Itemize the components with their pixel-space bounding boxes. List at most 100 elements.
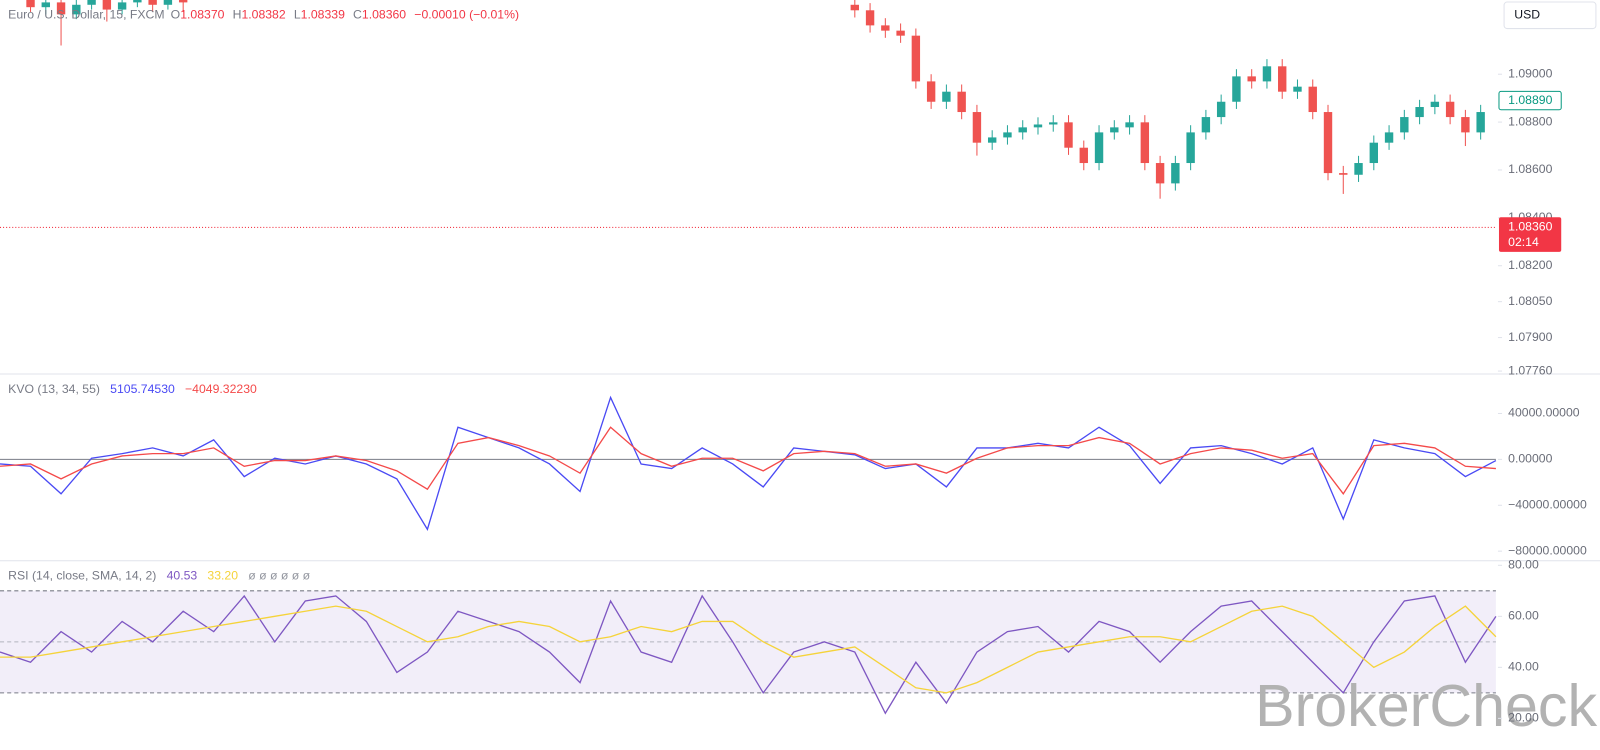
legend-title[interactable]: KVO (13, 34, 55) [8,382,100,396]
y-tick-label: 1.08600 [1508,162,1552,176]
candle-body [163,0,173,5]
pane-legend: Euro / U.S. Dollar, 15, FXCM O1.08370 H1.0… [8,8,519,22]
candle-body [1201,117,1211,133]
legend-key: L [294,8,301,22]
y-tick-label: 40000.00000 [1508,406,1580,420]
candle-body [87,0,96,5]
candle-body [178,0,188,3]
pane [0,395,1497,531]
candle-body [72,4,81,15]
candle-body [1293,86,1302,92]
currency-box[interactable] [1503,1,1597,30]
candle-body [1171,163,1180,184]
y-tick-label: 0.00000 [1508,452,1552,466]
candle-body [1018,127,1027,133]
candle-body [41,2,50,8]
candle-body [1339,173,1348,175]
legend-key: C [353,8,362,22]
candle-body [1415,107,1424,118]
candle-body [1064,122,1073,148]
candle-body [1232,76,1241,102]
y-tick-label: 60.00 [1508,609,1539,623]
y-tick-label: 1.08200 [1508,258,1552,272]
candle-body [1216,101,1226,118]
legend-value: 5105.74530 [110,382,175,396]
legend-value: 1.08382 [241,8,285,22]
candle-body [117,2,127,10]
candle-body [942,91,951,102]
legend-value: 33.20 [207,569,238,583]
candle-body [1445,101,1455,118]
legend-change: −0.00010 (−0.01%) [414,8,519,22]
candle-body [1430,101,1440,108]
candle-body [1110,127,1119,133]
candle-body [26,0,35,8]
candle-body [56,2,66,15]
candle-body [1094,132,1104,164]
candle-body [1461,117,1470,133]
candle-body [133,0,142,3]
legend-value: 1.08370 [180,8,224,22]
candle-body [1049,122,1058,125]
y-tick-label: −80000.00000 [1508,543,1587,557]
countdown: 02:14 [1508,235,1539,249]
series-line [0,605,1497,694]
legend-extra: ø ø ø ø ø ø [248,569,310,583]
candle-body [1323,112,1333,174]
y-tick-label: 20.00 [1508,711,1539,725]
candle-body [1400,117,1409,133]
pane [0,0,1496,228]
series-line [0,395,1497,531]
candle-body [1384,132,1394,143]
pane [0,590,1497,715]
y-tick-label: 80.00 [1508,558,1539,572]
y-tick-label: 1.09000 [1508,66,1552,80]
candle-body [926,81,936,102]
candle-body [1079,147,1088,164]
price-marker-box [1498,90,1562,111]
last-price-box [1498,217,1562,252]
pane-legend: KVO (13, 34, 55) 5105.74530 −4049.32230 [8,382,257,396]
candle-body [911,35,921,82]
series-line [0,426,1496,495]
currency[interactable]: USD [1514,8,1540,22]
legend-key: O [171,8,181,22]
y-tick-label: 1.08050 [1508,294,1552,308]
candle-body [987,137,997,143]
candle-body [148,0,157,5]
candle-body [881,25,890,31]
candle-body [1476,112,1485,133]
candle-body [896,30,905,36]
candle-body [972,112,982,143]
candle-body [1369,142,1379,164]
y-tick-label: 1.07900 [1508,330,1552,344]
candle-body [1125,122,1134,128]
candle-body [1186,132,1195,164]
candle-body [1033,124,1043,128]
legend-title[interactable]: RSI (14, close, SMA, 14, 2) [8,569,156,583]
candle-body [1003,132,1012,138]
candle-body [1155,163,1165,184]
legend-value: 1.08339 [301,8,345,22]
candle-body [865,10,875,26]
legend-value: 40.53 [167,569,198,583]
legend-value: −4049.32230 [185,382,257,396]
price-marker-label: 1.08890 [1508,93,1552,107]
candle-body [957,91,966,113]
legend-value: 1.08360 [362,8,406,22]
candle-body [1262,66,1272,82]
pane-legend: RSI (14, close, SMA, 14, 2) 40.53 33.20 ø ø… [8,569,310,583]
watermark: BrokerCheck [1255,672,1597,739]
y-tick-label: 1.08800 [1508,114,1552,128]
last-price-label: 1.08360 [1508,220,1552,234]
y-tick-label: 40.00 [1508,660,1539,674]
candle-body [1354,163,1363,175]
candle-body [1308,86,1317,113]
candle-body [1278,66,1287,92]
legend-key: H [233,8,242,22]
y-tick-label: −40000.00000 [1508,498,1587,512]
series-line [0,594,1497,715]
legend-title[interactable]: Euro / U.S. Dollar, 15, FXCM [8,8,164,22]
